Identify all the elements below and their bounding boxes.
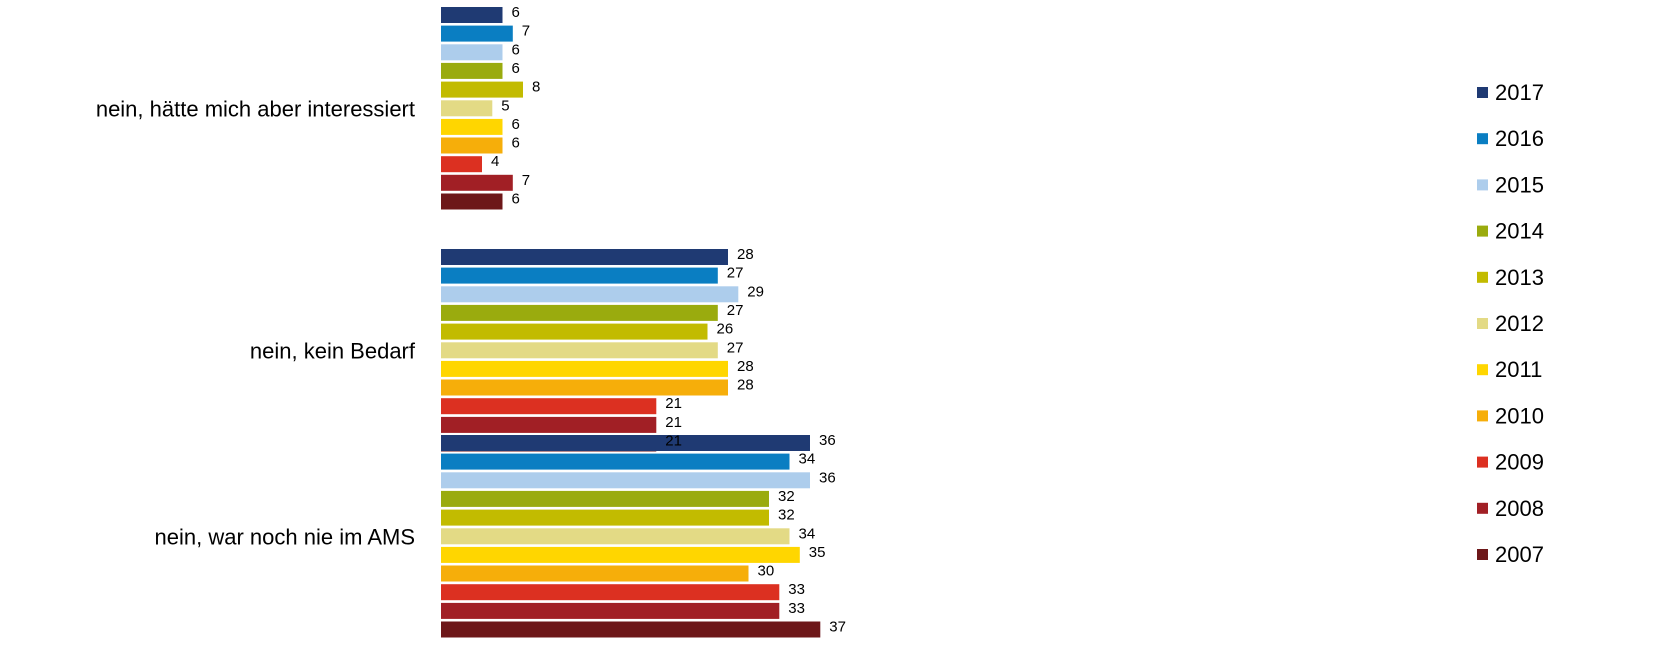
legend-swatch-2015 xyxy=(1477,179,1488,191)
value-label-2007-cat3: 37 xyxy=(829,619,846,636)
legend-label-2016: 2016 xyxy=(1495,126,1544,151)
bar-2008-cat2 xyxy=(441,416,657,433)
bar-2013-cat3 xyxy=(441,509,769,526)
bar-2007-cat1 xyxy=(441,193,503,210)
bar-2014-cat3 xyxy=(441,490,769,507)
value-label-2012-cat1: 5 xyxy=(501,97,509,114)
value-label-2007-cat2: 21 xyxy=(665,433,682,450)
value-label-2015-cat2: 29 xyxy=(747,283,764,300)
legend-label-2012: 2012 xyxy=(1495,311,1544,336)
bar-2013-cat1 xyxy=(441,81,523,98)
bar-2017-cat1 xyxy=(441,7,503,23)
legend-swatch-2010 xyxy=(1477,410,1488,422)
legend-swatch-2007 xyxy=(1477,549,1488,560)
value-label-2008-cat2: 21 xyxy=(665,414,682,431)
legend-label-2007: 2007 xyxy=(1495,542,1544,567)
value-label-2016-cat1: 7 xyxy=(522,23,530,40)
bar-2010-cat3 xyxy=(441,565,749,582)
value-label-2014-cat3: 32 xyxy=(778,488,795,505)
value-label-2008-cat1: 7 xyxy=(522,172,530,189)
category-label-1: nein, hätte mich aber interessiert xyxy=(96,96,415,121)
value-label-2015-cat1: 6 xyxy=(512,41,520,58)
value-label-2017-cat2: 28 xyxy=(737,246,754,263)
category-labels-group: nein, hätte mich aber interessiert nein, … xyxy=(96,96,416,549)
legend-label-2010: 2010 xyxy=(1495,403,1544,428)
legend-label-2015: 2015 xyxy=(1495,172,1544,197)
legend-label-2011: 2011 xyxy=(1495,357,1542,382)
bar-2011-cat3 xyxy=(441,546,800,563)
value-label-2016-cat2: 27 xyxy=(727,265,744,282)
bar-2009-cat3 xyxy=(441,584,780,601)
value-label-2011-cat3: 35 xyxy=(809,544,826,561)
value-label-2011-cat2: 28 xyxy=(737,358,754,375)
value-label-2007-cat1: 6 xyxy=(512,191,520,208)
bar-2009-cat1 xyxy=(441,156,482,173)
bar-2016-cat2 xyxy=(441,267,718,284)
value-label-2012-cat3: 34 xyxy=(799,525,816,542)
legend-label-2008: 2008 xyxy=(1495,496,1544,521)
value-label-2010-cat3: 30 xyxy=(758,563,775,580)
value-label-2013-cat3: 32 xyxy=(778,507,795,524)
bar-2012-cat2 xyxy=(441,342,718,359)
bar-2015-cat3 xyxy=(441,472,810,489)
value-label-2011-cat1: 6 xyxy=(512,116,520,133)
legend-swatch-2017 xyxy=(1477,87,1488,98)
value-label-2008-cat3: 33 xyxy=(788,600,805,617)
bar-2014-cat1 xyxy=(441,62,503,79)
bar-2009-cat2 xyxy=(441,398,657,415)
value-label-2017-cat1: 6 xyxy=(512,4,520,21)
value-label-2014-cat2: 27 xyxy=(727,302,744,319)
legend-label-2014: 2014 xyxy=(1495,219,1544,244)
bar-2008-cat3 xyxy=(441,602,780,619)
value-label-2009-cat2: 21 xyxy=(665,395,682,412)
bar-2011-cat2 xyxy=(441,360,728,377)
bar-2008-cat1 xyxy=(441,174,513,191)
value-label-2012-cat2: 27 xyxy=(727,339,744,356)
value-label-2013-cat1: 8 xyxy=(532,79,540,96)
legend-label-2013: 2013 xyxy=(1495,265,1544,290)
value-label-2009-cat1: 4 xyxy=(491,153,499,170)
bar-2007-cat3 xyxy=(441,621,821,638)
category-label-3: nein, war noch nie im AMS xyxy=(155,524,415,549)
bar-2010-cat1 xyxy=(441,137,503,154)
value-label-2009-cat3: 33 xyxy=(788,581,805,598)
value-label-2010-cat2: 28 xyxy=(737,377,754,394)
legend-swatch-2014 xyxy=(1477,225,1488,237)
category-label-2: nein, kein Bedarf xyxy=(250,338,416,363)
bar-2015-cat2 xyxy=(441,286,739,303)
bar-2016-cat3 xyxy=(441,453,790,470)
bar-2013-cat2 xyxy=(441,323,708,340)
bar-2016-cat1 xyxy=(441,25,513,42)
bar-2014-cat2 xyxy=(441,304,718,321)
legend-swatch-2008 xyxy=(1477,502,1488,514)
value-label-2017-cat3: 36 xyxy=(819,432,836,449)
value-label-2015-cat3: 36 xyxy=(819,469,836,486)
value-label-2014-cat1: 6 xyxy=(512,60,520,77)
value-label-2010-cat1: 6 xyxy=(512,135,520,152)
value-label-2016-cat3: 34 xyxy=(799,451,816,468)
legend-swatch-2012 xyxy=(1477,318,1488,329)
bar-2017-cat2 xyxy=(441,249,728,265)
bars-group xyxy=(441,7,821,638)
legend: 2017 2016 2015 2014 2013 2012 2011 2010 2009 2008… xyxy=(1477,80,1544,567)
legend-swatch-2011 xyxy=(1477,364,1488,376)
bar-2015-cat1 xyxy=(441,44,503,61)
legend-swatch-2013 xyxy=(1477,271,1488,283)
legend-label-2009: 2009 xyxy=(1495,450,1544,475)
value-label-2013-cat2: 26 xyxy=(717,321,734,338)
bar-2012-cat1 xyxy=(441,100,493,117)
bar-2011-cat1 xyxy=(441,118,503,135)
bar-2010-cat2 xyxy=(441,379,728,396)
legend-swatch-2016 xyxy=(1477,133,1488,145)
legend-swatch-2009 xyxy=(1477,456,1488,468)
bar-2012-cat3 xyxy=(441,528,790,545)
legend-label-2017: 2017 xyxy=(1495,80,1544,105)
bar-2017-cat3 xyxy=(441,435,810,451)
